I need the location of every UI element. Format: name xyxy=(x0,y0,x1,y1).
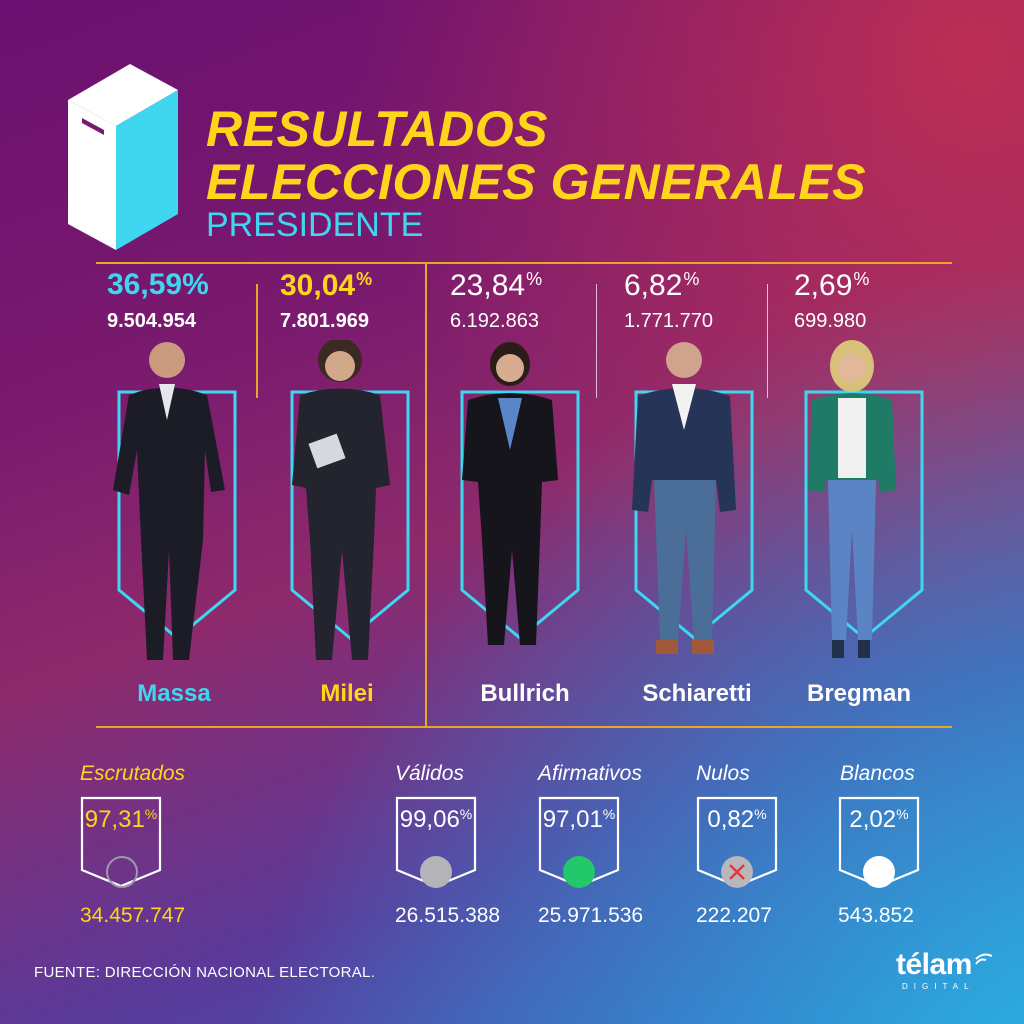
candidate-frame xyxy=(117,390,237,640)
candidate-schiaretti: 6,82% 1.771.770 Schiaretti xyxy=(624,270,794,715)
candidate-name: Milei xyxy=(320,680,374,707)
stat-count: 26.515.388 xyxy=(395,904,501,927)
stat-count: 34.457.747 xyxy=(80,904,186,927)
small-divider-3 xyxy=(767,284,768,398)
candidate-frame xyxy=(804,390,924,640)
candidate-percentage: 2,69% xyxy=(794,269,870,302)
signal-icon xyxy=(975,953,993,965)
candidate-bregman: 2,69% 699.980 Bregman xyxy=(794,270,964,715)
candidate-name: Schiaretti xyxy=(642,680,752,707)
candidate-frame xyxy=(634,390,754,640)
candidate-photo xyxy=(808,340,896,658)
stat-percentage: 99,06% xyxy=(399,806,473,833)
candidate-name: Bregman xyxy=(806,680,912,707)
stat-count: 25.971.536 xyxy=(538,904,644,927)
telam-logo: télam DIGITAL xyxy=(896,948,996,998)
stat-label: Afirmativos xyxy=(538,762,642,785)
stat-label: Válidos xyxy=(395,762,464,785)
candidate-photo xyxy=(462,342,558,645)
logo-wordmark: télam xyxy=(896,948,972,981)
candidate-votes: 699.980 xyxy=(794,310,867,332)
stat-count: 543.852 xyxy=(838,904,914,927)
candidate-name: Bullrich xyxy=(480,680,570,707)
candidate-percentage: 30,04% xyxy=(280,269,373,302)
red-x-icon xyxy=(721,856,753,888)
candidate-massa: 36,59% 9.504.954 Massa xyxy=(107,270,277,715)
source-footer: FUENTE: DIRECCIÓN NACIONAL ELECTORAL. xyxy=(34,964,376,981)
stat-percentage: 0,82% xyxy=(707,806,767,833)
candidate-frame xyxy=(290,390,410,640)
candidate-photo xyxy=(292,340,390,660)
stat-badge xyxy=(538,796,620,888)
stat-label: Nulos xyxy=(696,762,750,785)
stat-label: Escrutados xyxy=(80,762,186,785)
stat-afirmativos: Afirmativos 97,01% 25.971.536 xyxy=(538,762,688,932)
candidate-percentage: 36,59% xyxy=(107,268,209,301)
candidate-milei: 30,04% 7.801.969 Milei xyxy=(280,270,450,715)
stat-badge xyxy=(696,796,778,888)
stat-nulos: Nulos 0,82% 222.207 xyxy=(696,762,846,932)
candidate-votes: 6.192.863 xyxy=(450,310,539,332)
logo-subtitle: DIGITAL xyxy=(902,982,975,991)
candidate-bullrich: 23,84% 6.192.863 Bullrich xyxy=(450,270,620,715)
small-divider-2 xyxy=(596,284,597,398)
candidate-percentage: 6,82% xyxy=(624,269,700,302)
bottom-divider xyxy=(96,726,952,728)
stat-badge xyxy=(395,796,477,888)
stat-count: 222.207 xyxy=(696,904,772,927)
title-line-1: RESULTADOS xyxy=(206,101,549,157)
candidate-votes: 7.801.969 xyxy=(280,310,369,332)
title-line-2: ELECCIONES GENERALES xyxy=(206,154,867,210)
candidate-photo xyxy=(113,342,225,660)
small-divider-1 xyxy=(256,284,258,398)
candidate-votes: 9.504.954 xyxy=(107,310,196,332)
gray-dot-icon xyxy=(420,856,452,888)
candidate-percentage: 23,84% xyxy=(450,269,543,302)
stat-badge xyxy=(838,796,920,888)
stat-escrutados: Escrutados 97,31% 34.457.747 xyxy=(80,762,230,932)
ballot-box-icon xyxy=(68,64,178,250)
main-vertical-divider xyxy=(425,262,427,728)
stat-label: Blancos xyxy=(840,762,915,785)
candidate-name: Massa xyxy=(137,680,211,707)
top-divider xyxy=(96,262,952,264)
green-dot-icon xyxy=(563,856,595,888)
page-subtitle: PRESIDENTE xyxy=(206,206,424,244)
stat-badge xyxy=(80,796,162,888)
white-dot-icon xyxy=(863,856,895,888)
candidate-frame xyxy=(460,390,580,640)
stat-validos: Válidos 99,06% 26.515.388 xyxy=(395,762,545,932)
stat-blancos: Blancos 2,02% 543.852 xyxy=(838,762,988,932)
stat-percentage: 97,01% xyxy=(542,806,616,833)
empty-circle-icon xyxy=(106,856,138,888)
candidate-photo xyxy=(632,342,736,654)
candidate-votes: 1.771.770 xyxy=(624,310,713,332)
stat-percentage: 97,31% xyxy=(84,806,158,833)
stat-percentage: 2,02% xyxy=(849,806,909,833)
